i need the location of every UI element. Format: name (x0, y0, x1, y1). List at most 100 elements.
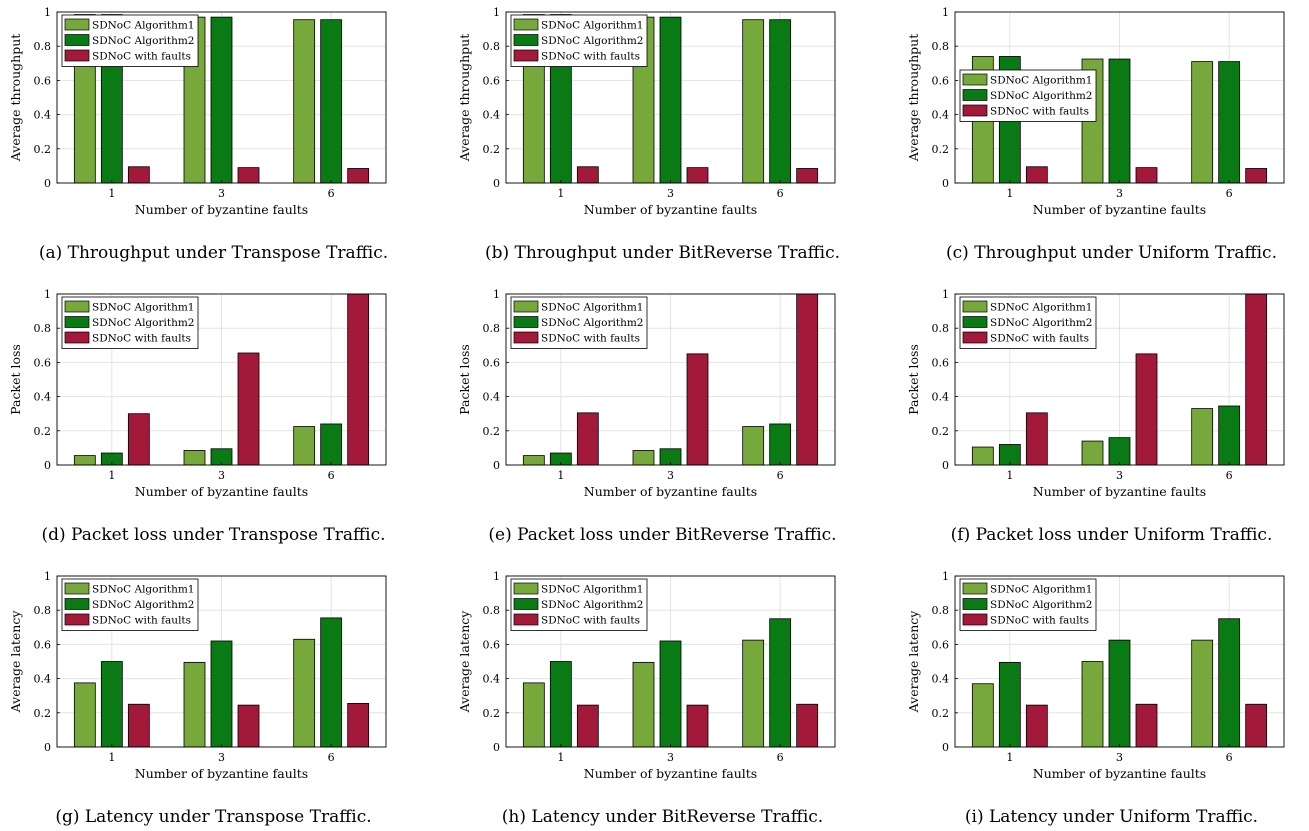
y-tick-label: 0.8 (483, 40, 501, 53)
legend-swatch (962, 613, 988, 626)
bar (1025, 166, 1048, 184)
y-tick-label: 1 (942, 288, 949, 301)
y-axis-label: Packet loss (906, 344, 921, 415)
bar (971, 446, 994, 466)
y-tick-label: 0.6 (34, 74, 52, 87)
y-tick-label: 0.2 (34, 425, 52, 438)
x-tick-label: 3 (667, 187, 674, 200)
legend-swatch (64, 34, 90, 46)
x-tick-label: 6 (328, 187, 335, 200)
y-tick-label: 0.2 (34, 143, 52, 156)
y-tick-label: 1 (493, 570, 500, 583)
legend-swatch (513, 613, 539, 626)
bar (347, 293, 370, 466)
y-tick-label: 0.8 (34, 40, 52, 53)
y-tick-label: 0.8 (932, 604, 950, 617)
legend-entry: SDNoC Algorithm1 (541, 20, 643, 32)
y-tick-label: 0.6 (483, 356, 501, 369)
y-tick-label: 0.4 (483, 673, 501, 686)
legend-entry: SDNoC with faults (92, 51, 191, 63)
x-tick-label: 6 (777, 469, 784, 482)
legend-entry: SDNoC Algorithm1 (92, 584, 194, 596)
chart-h: 0 0.2 0.4 0.6 0.8 1 1 3 6 Number of byzantine fau… (457, 570, 836, 827)
bar (73, 455, 96, 466)
bar (127, 703, 150, 748)
y-tick-label: 0.4 (932, 391, 950, 404)
y-tick-label: 0.6 (34, 356, 52, 369)
legend-entry: SDNoC Algorithm2 (541, 35, 643, 47)
y-tick-label: 0 (44, 177, 51, 190)
legend-swatch (64, 598, 90, 610)
y-tick-label: 0.6 (483, 74, 501, 87)
x-tick-label: 1 (1006, 187, 1013, 200)
legend-swatch (962, 316, 988, 328)
legend-entry: SDNoC with faults (990, 106, 1089, 118)
y-tick-label: 0.8 (483, 604, 501, 617)
legend-entry: SDNoC Algorithm2 (92, 599, 194, 611)
legend-swatch (513, 300, 539, 313)
bar (1245, 703, 1268, 748)
chart-g: 0 0.2 0.4 0.6 0.8 1 1 3 6 Number of byzantine fau… (8, 570, 387, 827)
y-tick-label: 1 (942, 6, 949, 19)
bar (796, 168, 819, 184)
x-axis-label: Number of byzantine faults (1033, 766, 1206, 781)
legend: SDNoC Algorithm1 SDNoC Algorithm2 SDNoC wi… (959, 296, 1097, 349)
bar (1108, 58, 1131, 184)
bar (183, 661, 206, 748)
x-tick-label: 3 (1116, 469, 1123, 482)
y-tick-label: 1 (44, 570, 51, 583)
x-tick-label: 3 (218, 469, 225, 482)
legend-entry: SDNoC Algorithm1 (990, 584, 1092, 596)
y-tick-label: 0.8 (34, 322, 52, 335)
x-tick-label: 6 (777, 751, 784, 764)
legend-entry: SDNoC Algorithm2 (541, 317, 643, 329)
bar (347, 168, 370, 184)
y-tick-label: 0.8 (932, 40, 950, 53)
caption: (d) Packet loss under Transpose Traffic. (42, 525, 386, 545)
y-tick-label: 0.2 (932, 143, 950, 156)
y-tick-label: 1 (44, 288, 51, 301)
y-tick-label: 0.4 (483, 109, 501, 122)
y-tick-label: 0.4 (34, 109, 52, 122)
y-axis-label: Average throughput (457, 34, 472, 163)
y-tick-label: 0.4 (932, 673, 950, 686)
legend-entry: SDNoC Algorithm2 (92, 35, 194, 47)
bar (1218, 61, 1241, 184)
bar (1245, 293, 1268, 466)
legend-entry: SDNoC with faults (541, 615, 640, 627)
bar (769, 19, 792, 184)
y-tick-label: 0 (493, 177, 500, 190)
caption: (i) Latency under Uniform Traffic. (965, 807, 1258, 827)
bar (659, 16, 682, 184)
y-tick-label: 0.2 (483, 707, 501, 720)
y-tick-label: 0.6 (932, 74, 950, 87)
x-tick-label: 6 (1226, 751, 1233, 764)
bar (1191, 408, 1214, 466)
bar (1191, 61, 1214, 184)
bar (1191, 639, 1214, 748)
x-axis-label: Number of byzantine faults (584, 202, 757, 217)
bar (971, 683, 994, 748)
x-tick-label: 1 (557, 187, 564, 200)
bar (686, 704, 709, 748)
bar (73, 682, 96, 748)
legend-swatch (513, 598, 539, 610)
bar (293, 426, 316, 466)
x-tick-label: 6 (1226, 469, 1233, 482)
bar (210, 640, 233, 748)
legend-swatch (513, 331, 539, 344)
caption: (c) Throughput under Uniform Traffic. (946, 243, 1277, 263)
y-tick-label: 0.6 (483, 638, 501, 651)
bar (347, 702, 370, 748)
x-tick-label: 1 (108, 751, 115, 764)
bar (1081, 661, 1104, 748)
y-axis-label: Packet loss (457, 344, 472, 415)
caption: (g) Latency under Transpose Traffic. (55, 807, 371, 827)
x-tick-label: 3 (218, 187, 225, 200)
chart-c: 0 0.2 0.4 0.6 0.8 1 1 3 6 Number of byzantine fau… (906, 6, 1285, 263)
y-tick-label: 0 (44, 459, 51, 472)
legend-swatch (962, 104, 988, 117)
legend-swatch (513, 34, 539, 46)
caption: (h) Latency under BitReverse Traffic. (502, 807, 823, 827)
